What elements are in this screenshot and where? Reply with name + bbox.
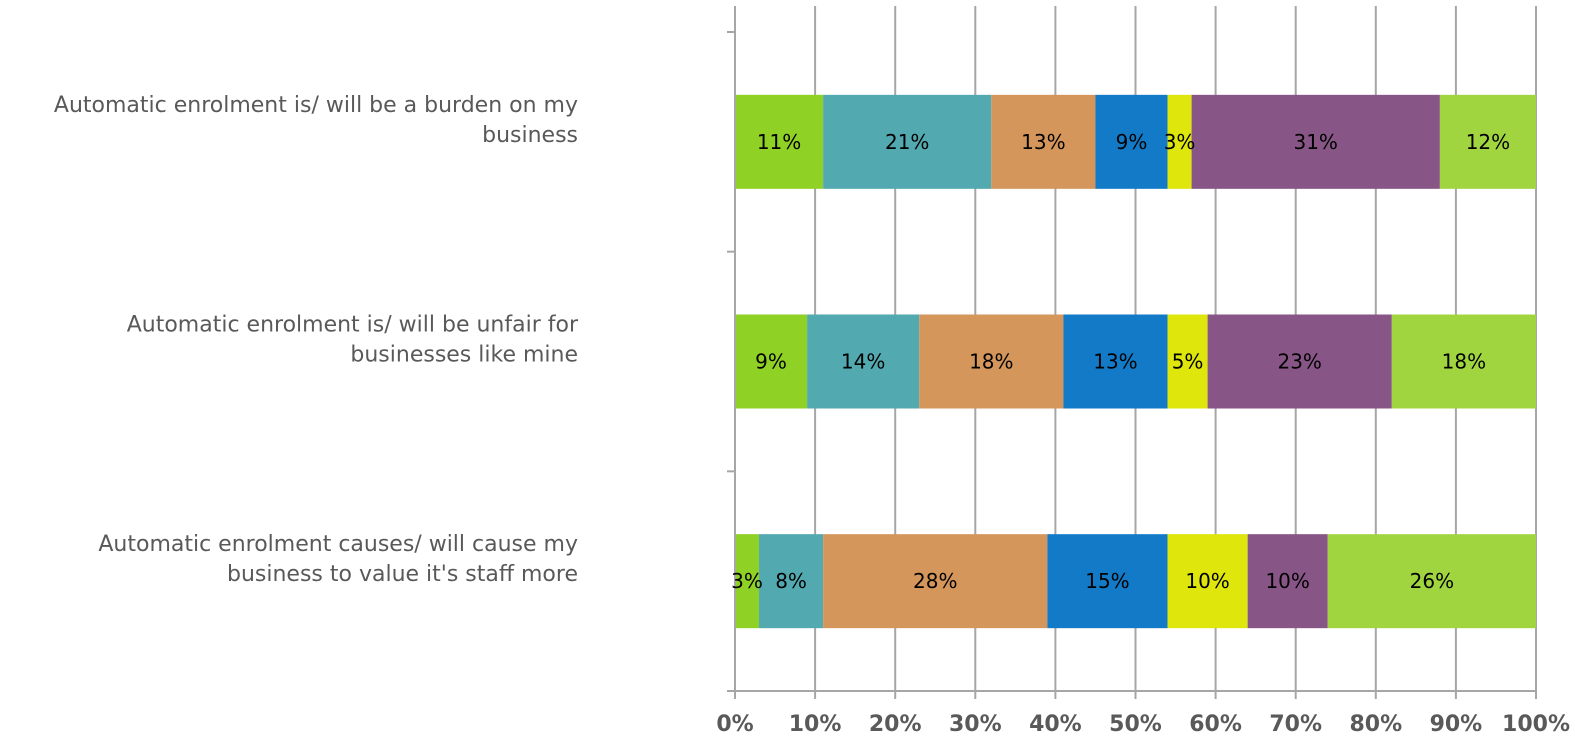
x-tick-label: 70% (1269, 712, 1322, 737)
data-label: 14% (841, 350, 885, 374)
data-label: 26% (1410, 569, 1454, 593)
x-tick-label: 80% (1349, 712, 1402, 737)
data-label: 5% (1172, 350, 1204, 374)
x-tick-label: 30% (949, 712, 1002, 737)
category-label: Automatic enrolment is/ will be unfair f… (127, 313, 579, 368)
x-tick-label: 100% (1502, 712, 1570, 737)
bar-segment (1167, 534, 1248, 629)
bar-segment (991, 94, 1096, 189)
bar-segment (1095, 94, 1168, 189)
x-tick-label: 50% (1109, 712, 1162, 737)
data-label: 31% (1293, 130, 1337, 154)
data-label: 8% (775, 569, 807, 593)
data-label: 23% (1277, 350, 1321, 374)
bar-segment (823, 534, 1048, 629)
category-labels: Automatic enrolment is/ will be a burden… (54, 93, 579, 587)
bar-segment (1439, 94, 1536, 189)
category-label: Automatic enrolment is/ will be a burden… (54, 93, 578, 148)
bar-segment (1247, 534, 1328, 629)
data-label: 3% (1164, 130, 1196, 154)
bar-segment (919, 314, 1064, 409)
bar-segment (759, 534, 824, 629)
data-label: 12% (1466, 130, 1510, 154)
category-label: Automatic enrolment causes/ will cause m… (98, 532, 578, 587)
data-label: 10% (1265, 569, 1309, 593)
bar-segment (735, 94, 824, 189)
bar-segment (1391, 314, 1536, 409)
bar-segment (823, 94, 992, 189)
bar-segment (1063, 314, 1168, 409)
data-label: 18% (1442, 350, 1486, 374)
data-labels: 11% 21% 13% 9% 3% 31% 12% 9% 14% 18% 13% 5% 23% 18% 3%… (731, 130, 1510, 593)
bar-segment (735, 314, 808, 409)
bar-segment (1047, 534, 1168, 629)
x-tick-label: 90% (1430, 712, 1483, 737)
bar-segment (1327, 534, 1536, 629)
data-label: 13% (1093, 350, 1137, 374)
x-tick-label: 0% (716, 712, 753, 737)
data-label: 21% (885, 130, 929, 154)
bar-segment (807, 314, 920, 409)
bar-segments (735, 94, 1536, 629)
bar-segment (1167, 94, 1192, 189)
bar-segment (1167, 314, 1208, 409)
bar-segment (735, 534, 760, 629)
bar-segment (1191, 94, 1440, 189)
data-label: 9% (755, 350, 787, 374)
x-tick-label: 20% (869, 712, 922, 737)
x-tick-label: 10% (789, 712, 842, 737)
data-label: 9% (1116, 130, 1148, 154)
bar-segment (1207, 314, 1392, 409)
data-label: 11% (757, 130, 801, 154)
data-label: 15% (1085, 569, 1129, 593)
x-tick-label: 40% (1029, 712, 1082, 737)
data-label: 18% (969, 350, 1013, 374)
data-label: 10% (1185, 569, 1229, 593)
data-label: 13% (1021, 130, 1065, 154)
data-label: 3% (731, 569, 763, 593)
data-label: 28% (913, 569, 957, 593)
x-tick-label: 60% (1189, 712, 1242, 737)
category-axis (727, 6, 1536, 699)
x-tick-labels: 0% 10% 20% 30% 40% 50% 60% 70% 80% 90% 100% (716, 712, 1570, 737)
